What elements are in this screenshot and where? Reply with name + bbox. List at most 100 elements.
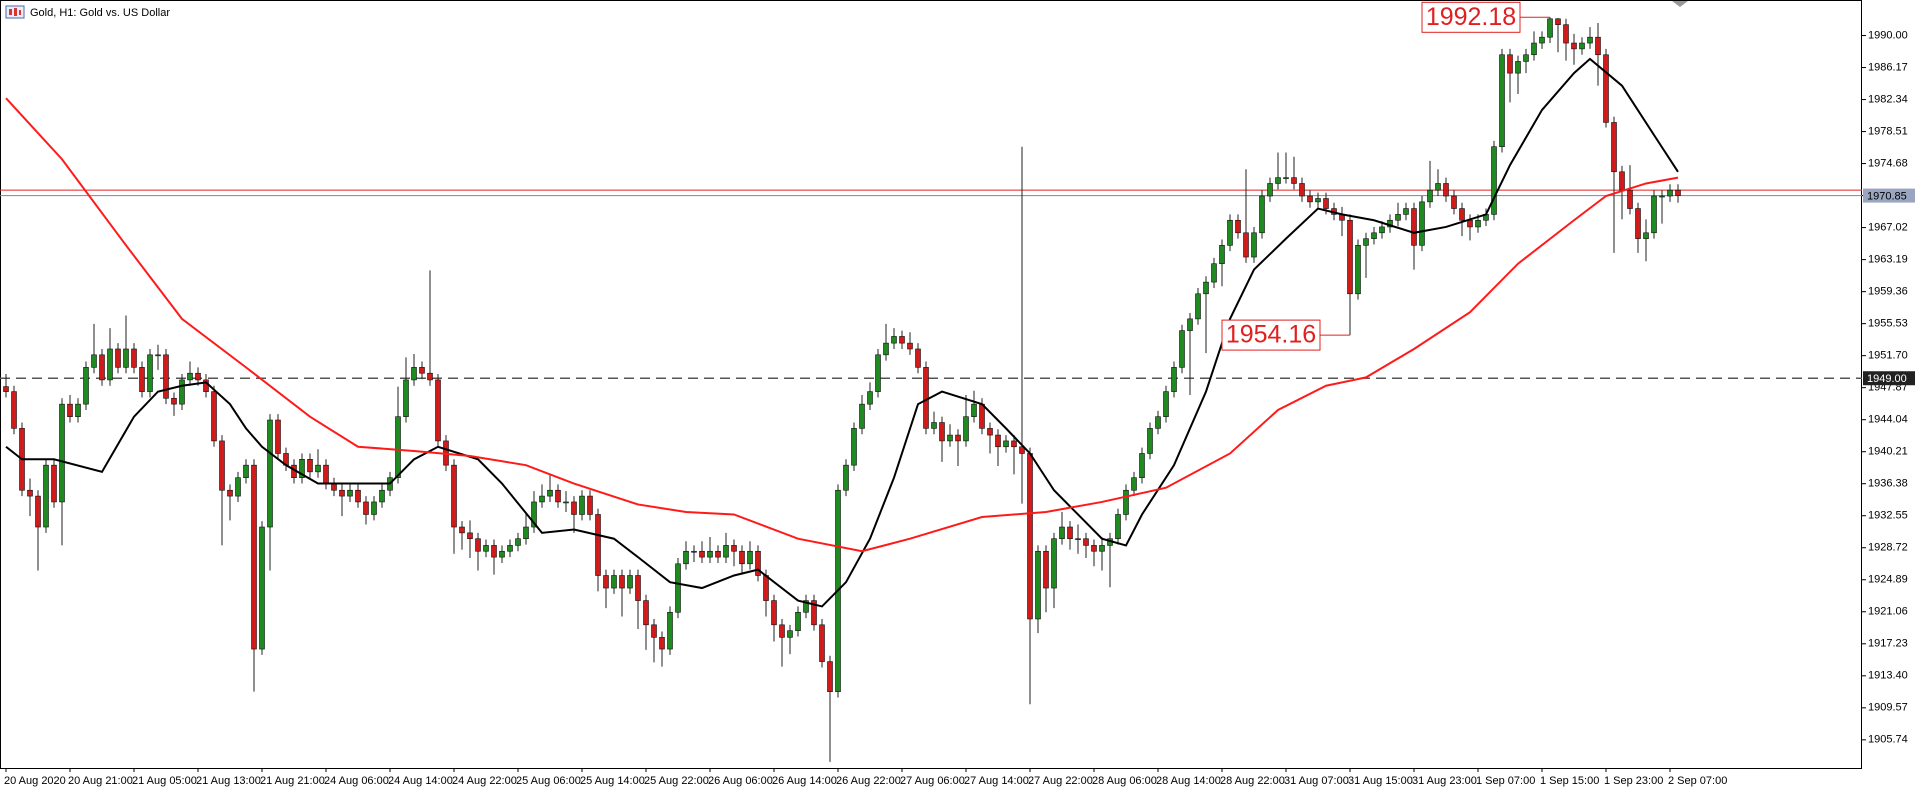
candle-body (475, 538, 481, 552)
level-label: 1949.00 (1867, 373, 1907, 385)
candle-body (219, 440, 225, 491)
y-tick-label: 1982.34 (1868, 93, 1908, 105)
candle-body (1227, 219, 1233, 246)
x-tick-label: 1 Sep 23:00 (1604, 775, 1663, 787)
x-tick-label: 21 Aug 13:00 (196, 775, 261, 787)
candle-body (1171, 367, 1177, 392)
x-tick-label: 25 Aug 06:00 (516, 775, 581, 787)
candle-body (1635, 208, 1641, 239)
candle-body (1587, 36, 1593, 44)
candle-body (1531, 42, 1537, 56)
y-tick-label: 1928.72 (1868, 542, 1908, 554)
candle-body (1611, 122, 1617, 173)
x-tick-label: 28 Aug 06:00 (1092, 775, 1157, 787)
candle-body (115, 348, 121, 368)
x-tick-label: 27 Aug 06:00 (900, 775, 965, 787)
candle-body (1203, 281, 1209, 295)
x-tick-label: 20 Aug 21:00 (68, 775, 133, 787)
x-tick-label: 1 Sep 07:00 (1476, 775, 1535, 787)
candle-body (1619, 171, 1625, 191)
candle-body (1395, 214, 1401, 221)
candle-body (739, 550, 745, 565)
candle-body (163, 354, 169, 399)
candle-body (1211, 263, 1217, 283)
candle-body (1547, 18, 1553, 38)
candle-body (1091, 545, 1097, 552)
candle-body (427, 372, 433, 381)
candle-body (3, 386, 9, 392)
candle-body (907, 342, 913, 350)
candle-body (755, 550, 761, 576)
candle-body (171, 397, 177, 405)
candle-body (179, 379, 185, 405)
candle-body (1371, 232, 1377, 239)
candle-body (763, 575, 769, 601)
candle-body (1147, 428, 1153, 454)
candle-body (995, 434, 1001, 448)
candle-body (955, 434, 961, 442)
candle-body (59, 403, 65, 503)
candle-body (715, 550, 721, 558)
candle-body (1299, 183, 1305, 197)
candle-body (1459, 208, 1465, 221)
candle-body (795, 611, 801, 631)
candle-body (347, 489, 353, 497)
x-tick-label: 27 Aug 22:00 (1028, 775, 1093, 787)
y-tick-label: 1959.36 (1868, 286, 1908, 298)
candle-body (611, 575, 617, 589)
candle-body (659, 637, 665, 650)
candle-body (1291, 177, 1297, 184)
candle-body (1555, 18, 1561, 25)
x-tick-label: 28 Aug 22:00 (1220, 775, 1285, 787)
candle-body (1131, 477, 1137, 491)
candle-body (1155, 416, 1161, 429)
candle-body (651, 624, 657, 638)
x-tick-label: 27 Aug 14:00 (964, 775, 1029, 787)
candle-body (1627, 189, 1633, 209)
y-tick-label: 1986.17 (1868, 61, 1908, 73)
candle-body (635, 575, 641, 601)
y-tick-label: 1921.06 (1868, 606, 1908, 618)
candle-body (539, 495, 545, 503)
candle-body (923, 367, 929, 429)
y-tick-label: 1963.19 (1868, 254, 1908, 266)
x-tick-label: 24 Aug 22:00 (452, 775, 517, 787)
candle-body (251, 464, 257, 650)
candle-body (939, 422, 945, 442)
y-tick-label: 1909.57 (1868, 702, 1908, 714)
symbol-icon (5, 5, 25, 19)
candle-body (499, 550, 505, 558)
x-tick-label: 31 Aug 15:00 (1348, 775, 1413, 787)
x-tick-label: 25 Aug 14:00 (580, 775, 645, 787)
candle-body (1187, 318, 1193, 331)
x-tick-label: 25 Aug 22:00 (644, 775, 709, 787)
candle-body (1379, 226, 1385, 234)
candle-body (467, 532, 473, 540)
scroll-marker (1672, 1, 1688, 7)
moving-average (5, 57, 1679, 608)
candle-body (1475, 219, 1481, 228)
candle-body (563, 501, 569, 504)
candle-body (243, 464, 249, 479)
candle-body (1443, 183, 1449, 197)
candle-body (435, 379, 441, 442)
candle-body (579, 495, 585, 515)
candle-body (1659, 195, 1665, 198)
chart-title: Gold, H1: Gold vs. US Dollar (30, 7, 170, 19)
candle-body (323, 464, 329, 484)
annotation-label: 1954.16 (1226, 321, 1316, 349)
candle-body (595, 514, 601, 576)
candle-body (1347, 219, 1353, 295)
candle-body (1195, 293, 1201, 320)
candle-body (195, 372, 201, 381)
level-box (1863, 371, 1915, 386)
candle-body (331, 483, 337, 491)
candle-body (1027, 453, 1033, 620)
current-price-label: 1970.85 (1867, 191, 1907, 203)
candle-body (235, 477, 241, 497)
candle-body (187, 372, 193, 381)
candle-body (1539, 36, 1545, 44)
candle-body (1667, 189, 1673, 197)
candle-body (947, 434, 953, 442)
candle-body (723, 545, 729, 558)
